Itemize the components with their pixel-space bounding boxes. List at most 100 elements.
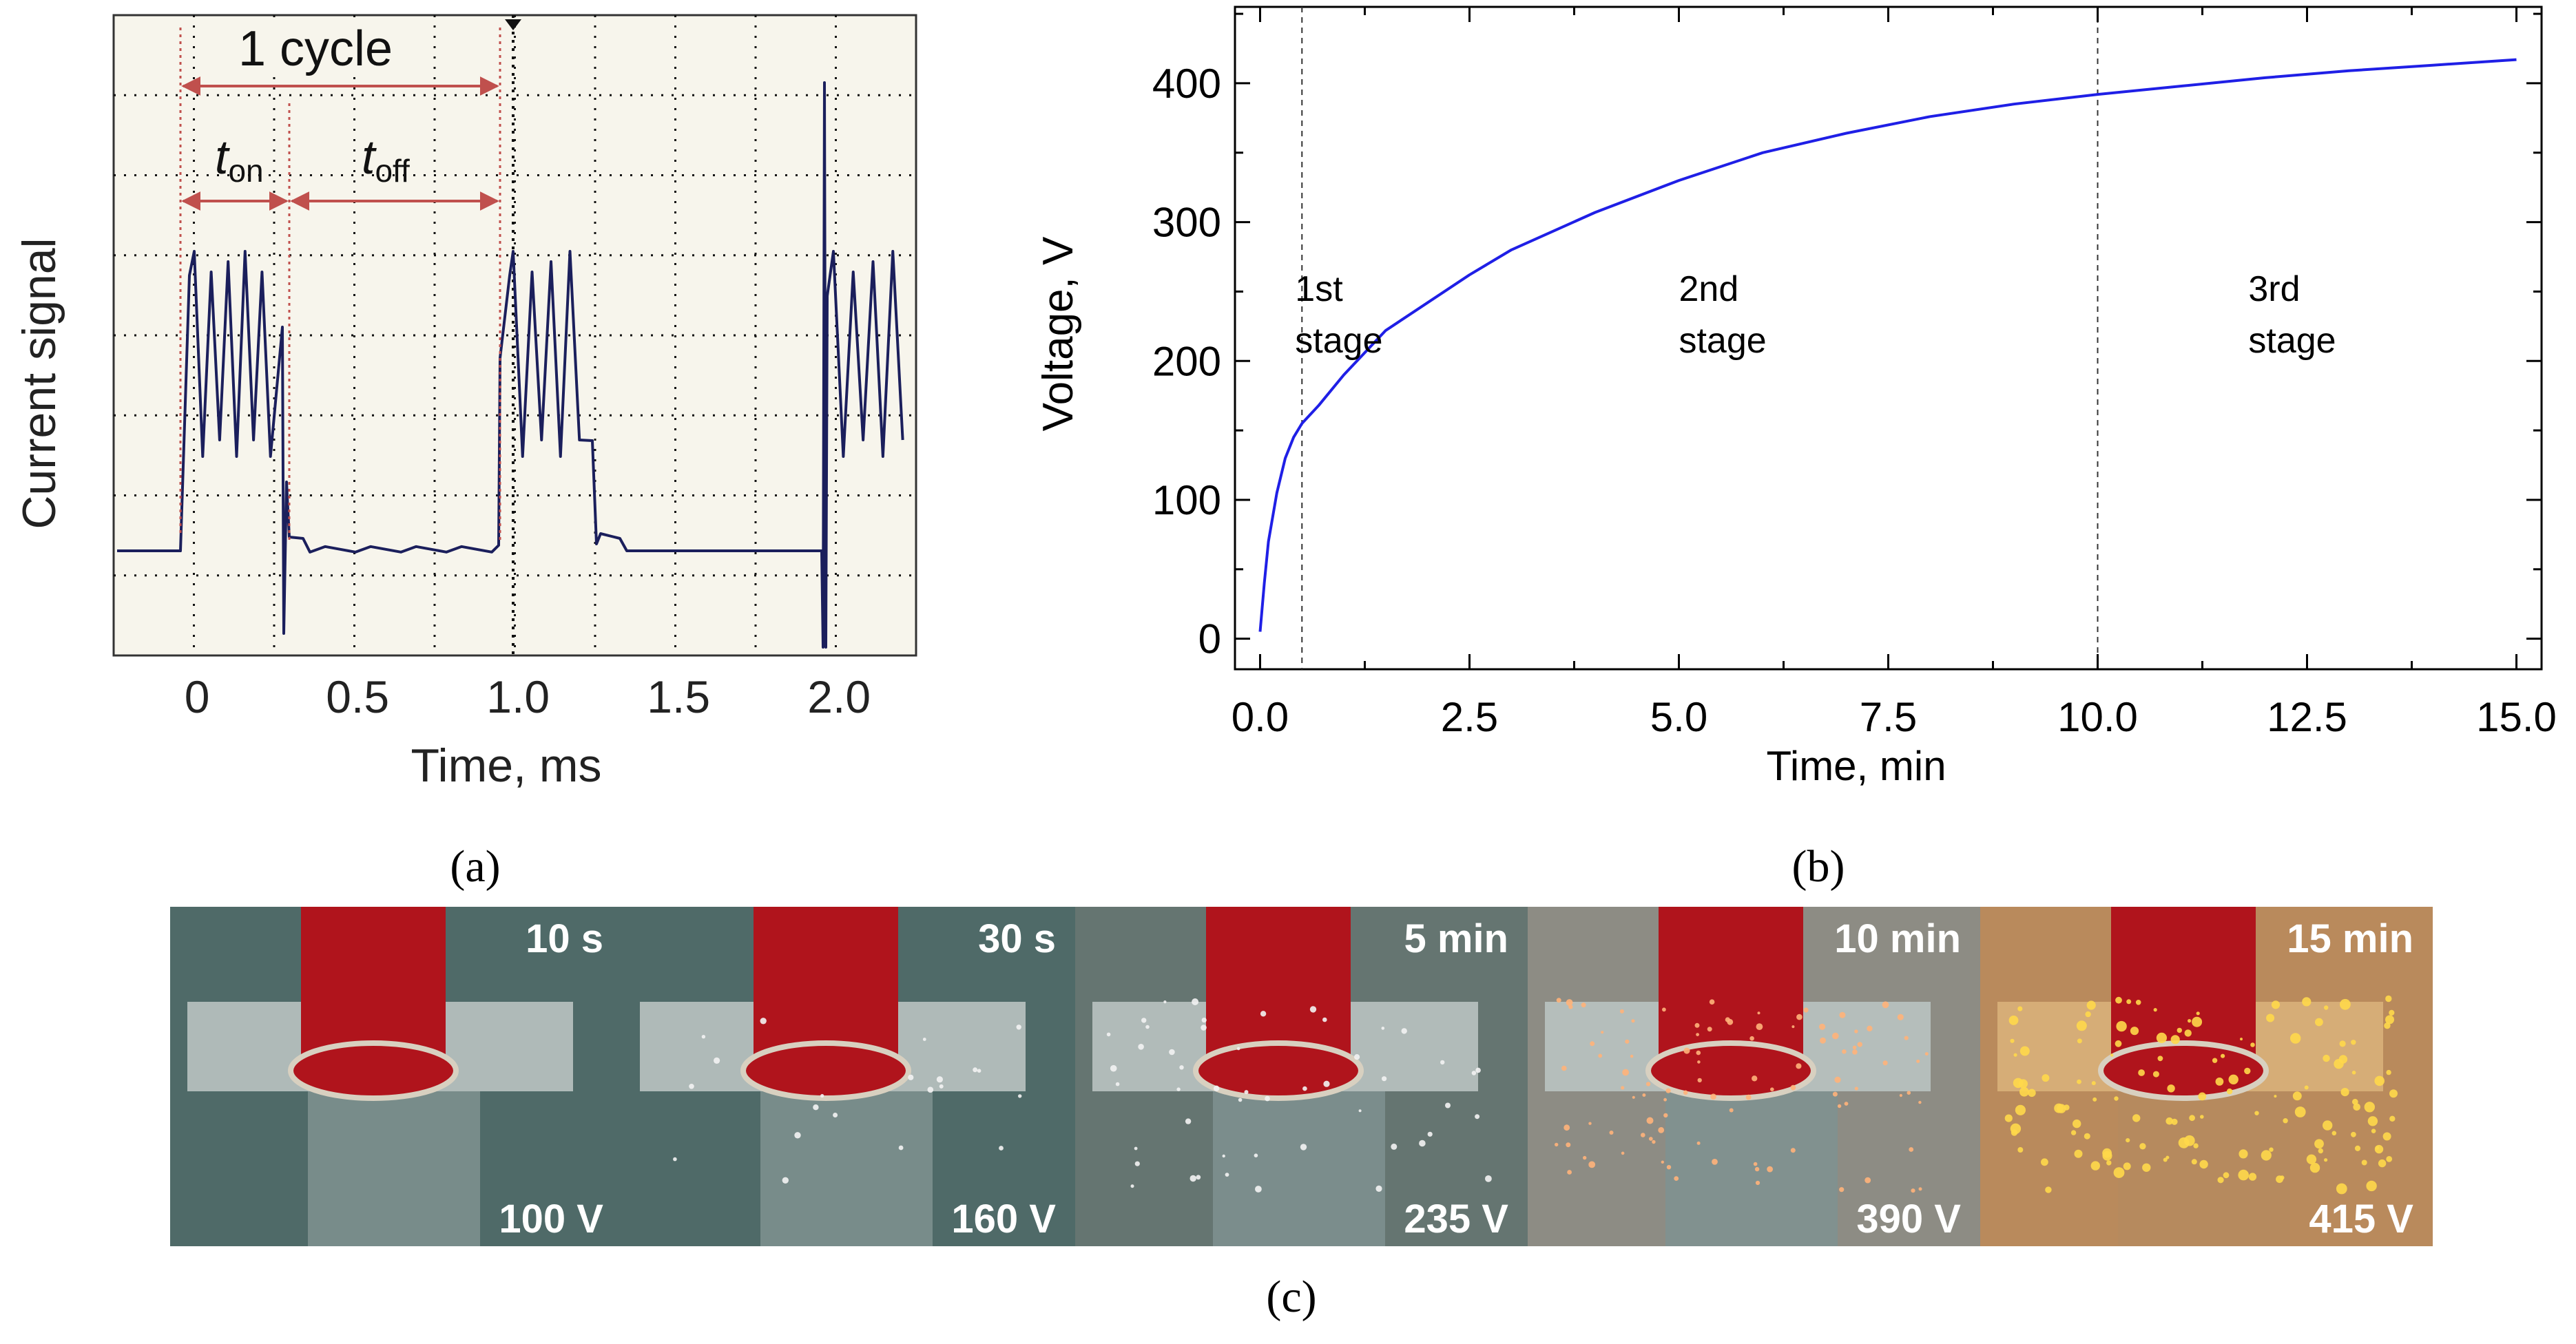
spark xyxy=(1697,1060,1701,1064)
spark xyxy=(1661,1160,1664,1164)
spark xyxy=(1185,1118,1192,1124)
spark xyxy=(1837,1104,1842,1109)
spark xyxy=(1756,1023,1763,1030)
spark xyxy=(1590,1041,1595,1047)
y-tick-label: 300 xyxy=(1152,200,1221,246)
photo-voltage-label: 235 V xyxy=(1404,1197,1508,1241)
x-tick-label: 0.5 xyxy=(326,671,389,722)
toff-label: toff xyxy=(362,130,410,189)
voltage-series-line xyxy=(1258,58,2517,632)
spark xyxy=(2090,1161,2100,1170)
spark xyxy=(2192,1016,2203,1027)
spark xyxy=(2084,1133,2090,1140)
trigger-marker-icon xyxy=(505,19,521,30)
spark xyxy=(2309,1162,2320,1173)
spark xyxy=(1475,1114,1480,1120)
spark xyxy=(689,1084,694,1089)
spark xyxy=(2238,1169,2249,1181)
spark xyxy=(1712,1159,1718,1165)
spark xyxy=(1707,1027,1712,1032)
spark xyxy=(2384,1022,2391,1029)
spark xyxy=(2386,1069,2391,1075)
spark xyxy=(2077,1038,2082,1044)
spark xyxy=(1899,1093,1902,1098)
spark xyxy=(2015,1104,2026,1115)
photo-panel: 15 min 415 V xyxy=(1980,907,2433,1246)
spark xyxy=(2217,1177,2224,1184)
panel-a-annotations: 1 cycle ton toff xyxy=(179,21,501,544)
spark xyxy=(1867,1025,1873,1032)
spark xyxy=(1852,1045,1857,1050)
spark xyxy=(2010,1123,2022,1135)
spark xyxy=(1641,1133,1645,1137)
spark xyxy=(2041,1158,2048,1166)
spark xyxy=(2073,1119,2081,1128)
spark xyxy=(999,1146,1004,1151)
spark xyxy=(1622,1069,1630,1076)
spark xyxy=(1323,1080,1330,1087)
spark xyxy=(1658,1127,1665,1133)
spark xyxy=(1832,1091,1838,1097)
spark xyxy=(1588,1161,1596,1168)
spark xyxy=(2353,1103,2360,1111)
spark xyxy=(2378,1159,2387,1168)
spark xyxy=(2374,1144,2384,1154)
spark xyxy=(1619,1009,1624,1014)
spark xyxy=(2226,1088,2233,1095)
photo-voltage-label: 160 V xyxy=(951,1197,1056,1241)
spark xyxy=(1145,1025,1150,1029)
spark xyxy=(820,1093,824,1098)
spark xyxy=(1857,1042,1862,1047)
spark xyxy=(2261,1150,2272,1161)
spark xyxy=(1918,1100,1922,1104)
spark xyxy=(1354,1054,1360,1060)
spark xyxy=(2045,1186,2052,1193)
spark xyxy=(1401,1028,1407,1034)
spark xyxy=(1770,1087,1774,1091)
spark xyxy=(2091,1081,2096,1086)
spark xyxy=(2361,1159,2367,1166)
spark xyxy=(1631,1019,1635,1023)
spark xyxy=(1016,1025,1021,1030)
photo-voltage-label: 100 V xyxy=(499,1197,603,1241)
spark xyxy=(2371,1128,2376,1133)
spark xyxy=(1729,1108,1734,1113)
spark xyxy=(939,1084,944,1089)
photo-time-label: 10 min xyxy=(1834,916,1961,961)
spark xyxy=(936,1076,943,1083)
x-tick-label: 1.0 xyxy=(486,671,550,722)
spark xyxy=(2163,1157,2168,1162)
spark xyxy=(1791,1025,1795,1029)
spark xyxy=(2302,997,2312,1007)
spark xyxy=(1790,1148,1796,1153)
spark xyxy=(1419,1140,1426,1147)
photo-time-label: 5 min xyxy=(1404,916,1509,961)
panel-a-x-tick-labels: 0 0.5 1.0 1.5 2.0 xyxy=(185,671,871,722)
spark xyxy=(1749,1036,1754,1041)
spark xyxy=(2250,1042,2255,1047)
spark xyxy=(1665,1088,1671,1093)
panel-a-grid xyxy=(114,15,916,655)
spark xyxy=(2367,1116,2378,1126)
spark xyxy=(2188,1019,2192,1023)
spark xyxy=(1581,1002,1586,1008)
spark xyxy=(1225,1173,1229,1177)
sample-stem xyxy=(760,1091,933,1246)
spark xyxy=(1854,1029,1858,1033)
spark xyxy=(1609,1131,1614,1135)
spark xyxy=(1630,1054,1634,1058)
sample-stem xyxy=(308,1091,480,1246)
spark xyxy=(1485,1175,1492,1182)
spark xyxy=(1190,1175,1196,1182)
spark xyxy=(1625,1039,1630,1044)
x-tick-label: 0.0 xyxy=(1232,694,1289,740)
spark xyxy=(2196,1011,2200,1016)
stage-label-line2: stage xyxy=(1679,321,1766,361)
spark xyxy=(1663,1113,1668,1118)
spark xyxy=(673,1157,677,1162)
spark xyxy=(2152,1071,2159,1078)
spark xyxy=(2013,1053,2017,1057)
spark xyxy=(2184,1135,2195,1146)
electrode-base xyxy=(2098,1040,2269,1101)
